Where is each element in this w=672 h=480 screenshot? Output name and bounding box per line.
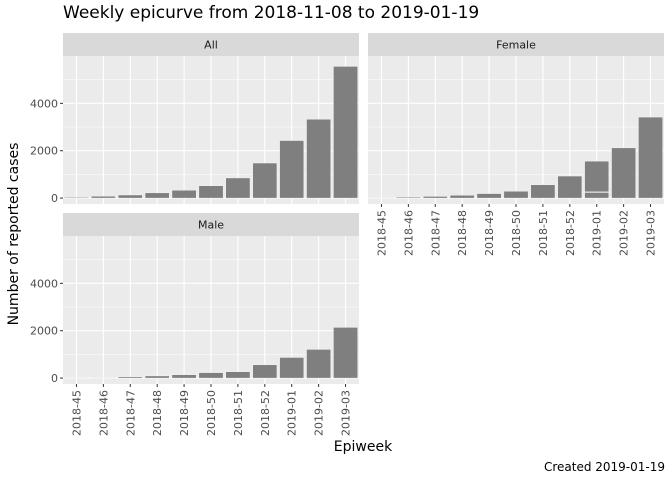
bar-female-2018-50 — [503, 191, 529, 199]
x-tick-label: 2018-50 — [205, 390, 218, 436]
bar-all-2018-49 — [171, 190, 197, 199]
bar-all-2018-48 — [144, 192, 170, 199]
bar-male-2018-50 — [198, 372, 224, 379]
caption: Created 2019-01-19 — [543, 460, 665, 474]
bar-male-2018-51 — [225, 371, 251, 379]
x-tick-label: 2018-46 — [97, 390, 110, 436]
bar-all-2018-47 — [117, 194, 143, 199]
facet-strip-all — [63, 33, 359, 56]
x-axis-label: Epiweek — [333, 439, 393, 455]
bar-all-2018-50 — [198, 185, 224, 199]
bar-male-2019-03 — [333, 327, 358, 379]
x-tick-label: 2019-01 — [286, 390, 299, 436]
bar-all-2018-51 — [225, 177, 251, 199]
bar-female-2018-47 — [422, 196, 448, 199]
x-tick-label: 2019-02 — [313, 390, 326, 436]
facet-strip-female — [368, 33, 664, 56]
bar-male-2018-52 — [252, 364, 278, 379]
x-tick-label: 2018-49 — [483, 210, 496, 256]
x-tick-label: 2018-45 — [375, 210, 388, 256]
bar-female-2018-52 — [557, 175, 583, 199]
x-tick-label: 2018-47 — [429, 210, 442, 256]
y-axis-label: Number of reported cases — [6, 142, 22, 326]
x-tick-label: 2018-48 — [456, 210, 469, 256]
x-tick-label: 2018-46 — [402, 210, 415, 256]
bar-all-2019-01 — [279, 140, 305, 199]
x-tick-label: 2018-49 — [178, 390, 191, 436]
x-tick-label: 2019-02 — [618, 210, 631, 256]
x-tick-label: 2018-48 — [151, 390, 164, 436]
bar-female-2018-51 — [530, 184, 556, 199]
bar-male-2019-02 — [306, 349, 331, 379]
facet-strip-label-female: Female — [496, 39, 536, 52]
facet-strip-male — [63, 213, 359, 236]
facet-strip-label-male: Male — [198, 219, 224, 232]
x-tick-label: 2018-47 — [124, 390, 137, 436]
y-tick-label: 0 — [51, 372, 58, 385]
x-tick-label: 2018-51 — [537, 210, 550, 256]
x-tick-label: 2018-50 — [510, 210, 523, 256]
bar-all-2018-46 — [91, 195, 116, 199]
x-tick-label: 2018-51 — [232, 390, 245, 436]
x-tick-label: 2019-03 — [340, 390, 353, 436]
bar-female-2018-48 — [449, 195, 475, 199]
y-tick-label: 0 — [51, 192, 58, 205]
bar-female-2018-49 — [476, 193, 502, 199]
x-tick-label: 2019-03 — [645, 210, 658, 256]
bar-female-2019-02 — [611, 147, 636, 199]
x-tick-label: 2018-52 — [259, 390, 272, 436]
bar-all-2018-45 — [64, 197, 89, 199]
bar-female-2019-03 — [638, 116, 663, 199]
y-tick-label: 2000 — [30, 325, 58, 338]
chart-title: Weekly epicurve from 2018-11-08 to 2019-… — [63, 3, 480, 23]
bar-female-2018-46 — [396, 196, 421, 199]
y-tick-label: 4000 — [30, 97, 58, 110]
bar-male-2018-49 — [171, 374, 197, 379]
bar-all-2019-03 — [333, 66, 358, 199]
x-tick-label: 2019-01 — [591, 210, 604, 256]
bar-male-2018-47 — [117, 376, 143, 379]
y-tick-label: 4000 — [30, 277, 58, 290]
bar-male-2019-01 — [279, 357, 305, 379]
x-tick-label: 2018-45 — [70, 390, 83, 436]
bar-all-2018-52 — [252, 162, 278, 199]
facet-strip-label-all: All — [204, 39, 218, 52]
bar-male-2018-48 — [144, 375, 170, 379]
y-tick-label: 2000 — [30, 145, 58, 158]
x-tick-label: 2018-52 — [564, 210, 577, 256]
bar-all-2019-02 — [306, 119, 331, 199]
